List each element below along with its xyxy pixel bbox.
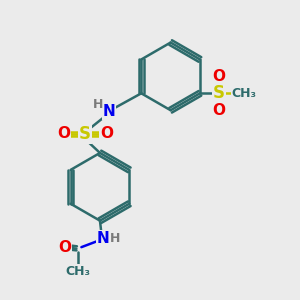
Text: H: H <box>93 98 104 111</box>
Text: S: S <box>213 84 225 102</box>
Text: S: S <box>79 125 91 143</box>
Text: O: O <box>58 240 71 255</box>
Text: H: H <box>110 232 120 245</box>
Text: N: N <box>102 104 115 119</box>
Text: O: O <box>213 69 226 84</box>
Text: O: O <box>213 103 226 118</box>
Text: N: N <box>97 231 109 246</box>
Text: O: O <box>100 126 113 141</box>
Text: O: O <box>58 126 70 141</box>
Text: CH₃: CH₃ <box>231 87 256 100</box>
Text: CH₃: CH₃ <box>65 265 90 278</box>
